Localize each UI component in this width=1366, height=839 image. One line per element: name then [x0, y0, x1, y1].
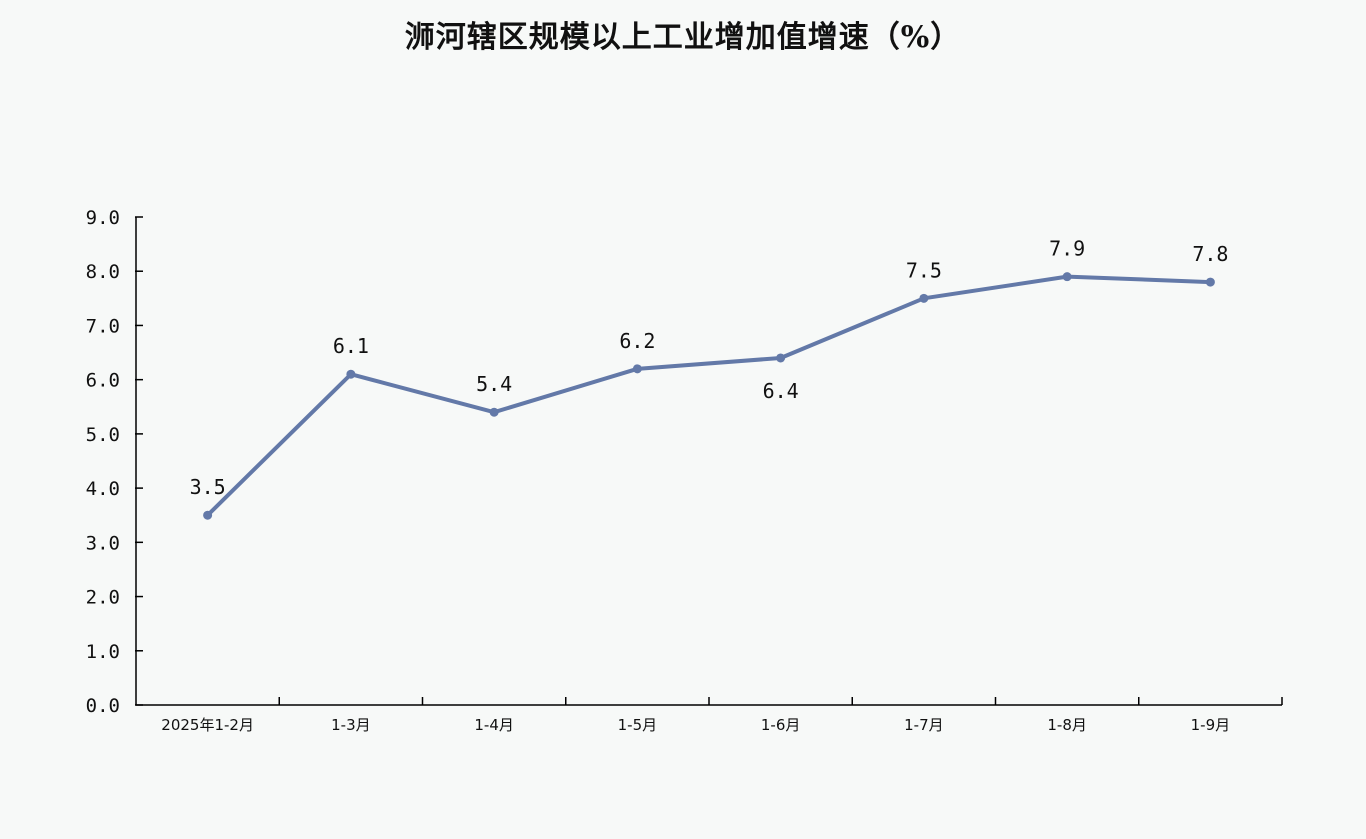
series-line-group	[203, 272, 1215, 520]
x-tick-label: 1-3月	[331, 716, 371, 734]
series-line	[205, 274, 1213, 518]
data-point	[1205, 277, 1215, 287]
data-label: 6.1	[333, 334, 369, 358]
data-point	[489, 407, 499, 417]
data-point	[919, 293, 929, 303]
x-tick-label: 1-5月	[618, 716, 658, 734]
y-tick-label: 4.0	[86, 478, 120, 500]
data-point	[632, 364, 642, 374]
x-tick-label: 1-6月	[761, 716, 801, 734]
y-tick-label: 7.0	[86, 315, 120, 337]
y-tick-label: 2.0	[86, 587, 120, 609]
data-label: 7.8	[1192, 242, 1228, 266]
data-label: 7.5	[906, 258, 942, 282]
y-tick-label: 8.0	[86, 261, 120, 283]
data-label: 3.5	[190, 475, 226, 499]
data-point	[776, 353, 786, 363]
data-label: 6.4	[763, 379, 799, 403]
data-point	[1062, 272, 1072, 282]
data-point	[346, 369, 356, 379]
data-labels: 3.5 6.1 5.4 6.2 6.4 7.5 7.9 7.8	[190, 237, 1229, 500]
y-axis: 0.0 1.0 2.0 3.0 4.0 5.0 6.0 7.0 8.0 9.0	[86, 207, 143, 717]
y-tick-label: 0.0	[86, 695, 120, 717]
x-tick-label: 1-8月	[1047, 716, 1087, 734]
data-point	[203, 510, 213, 520]
x-tick-label: 1-7月	[904, 716, 944, 734]
y-tick-label: 6.0	[86, 370, 120, 392]
y-tick-label: 9.0	[86, 207, 120, 229]
data-label: 6.2	[619, 329, 655, 353]
x-tick-label: 2025年1-2月	[161, 716, 254, 734]
y-tick-label: 5.0	[86, 424, 120, 446]
data-label: 7.9	[1049, 237, 1085, 261]
x-axis: 2025年1-2月 1-3月 1-4月 1-5月 1-6月 1-7月 1-8月 1-9月	[136, 697, 1283, 734]
y-tick-label: 3.0	[86, 532, 120, 554]
data-label: 5.4	[476, 372, 512, 396]
x-tick-label: 1-4月	[474, 716, 514, 734]
x-tick-label: 1-9月	[1191, 716, 1231, 734]
chart-title: 浉河辖区规模以上工业增加值增速（%）	[404, 20, 962, 55]
y-tick-label: 1.0	[86, 641, 120, 663]
